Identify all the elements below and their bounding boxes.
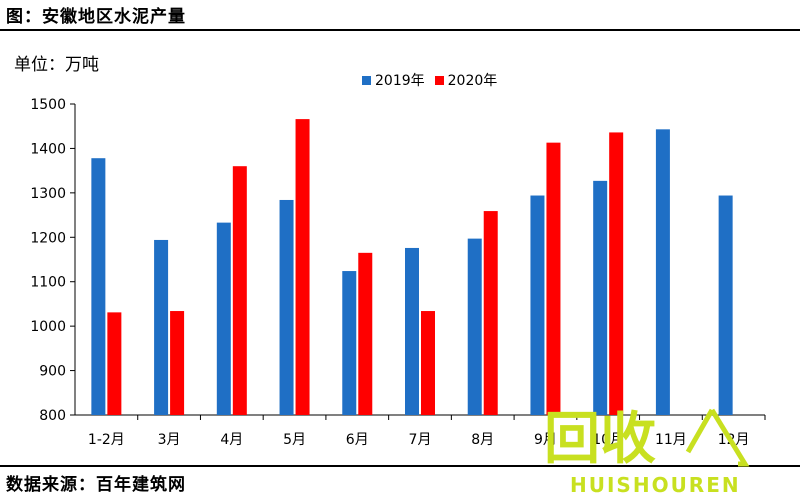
bar-2020 [546,142,561,415]
y-tick-label: 1400 [30,141,66,157]
y-tick-label: 1500 [30,97,66,113]
bar-2019 [216,222,231,415]
legend-item-2020: 2020年 [434,70,498,90]
legend-swatch-2019 [362,75,371,85]
bar-2020 [358,252,373,415]
bar-2019 [467,238,482,415]
page-title: 图：安徽地区水泥产量 [6,7,186,27]
y-tick-label: 1000 [30,319,66,335]
legend-swatch-2020 [434,75,444,85]
legend-item-2019: 2019年 [362,70,425,90]
x-tick-label: 6月 [346,432,369,448]
x-tick-label: 1-2月 [88,432,125,448]
x-tick-label: 11月 [655,432,687,448]
y-tick-label: 800 [39,408,66,424]
recycle-icon [685,408,750,467]
x-tick-label: 4月 [220,432,243,448]
watermark-main-text: 回收 [544,407,656,472]
watermark-sub-text: HUISHOUREN [570,473,741,497]
title-rule [0,29,800,31]
x-tick-label: 8月 [471,432,494,448]
bar-2020 [232,166,247,415]
bar-2019 [342,271,357,415]
x-tick-label: 10月 [592,432,624,448]
y-tick-label: 1300 [30,186,66,202]
unit-label: 单位：万吨 [14,55,99,75]
bar-2020 [170,311,185,415]
x-tick-label: 7月 [409,432,432,448]
source-note: 数据来源：百年建筑网 [6,475,186,495]
bar-2019 [91,158,106,415]
bar-2020 [483,211,498,415]
legend-label-2019: 2019年 [375,73,425,89]
bar-2020 [421,311,435,415]
x-tick-label: 5月 [283,432,306,448]
bar-2019 [593,180,608,415]
bar-2020 [609,132,624,416]
bar-2019 [279,199,294,415]
bar-2020 [295,119,310,415]
bar-2020 [107,312,122,415]
x-tick-label: 9月 [534,432,557,448]
bar-2019 [655,129,670,415]
y-tick-label: 1100 [30,275,66,291]
footer-rule [0,465,800,467]
y-tick-label: 900 [39,364,66,380]
x-tick-label: 3月 [158,432,181,448]
bar-2019 [530,195,545,415]
legend-label-2020: 2020年 [447,73,498,89]
watermark-logo: 回收 HUISHOUREN [544,407,750,497]
bar-2019 [154,239,169,415]
bar-2019 [718,195,733,415]
bar-2019 [405,247,419,415]
y-tick-label: 1200 [30,230,66,246]
legend: 2019年 2020年 [362,70,497,90]
